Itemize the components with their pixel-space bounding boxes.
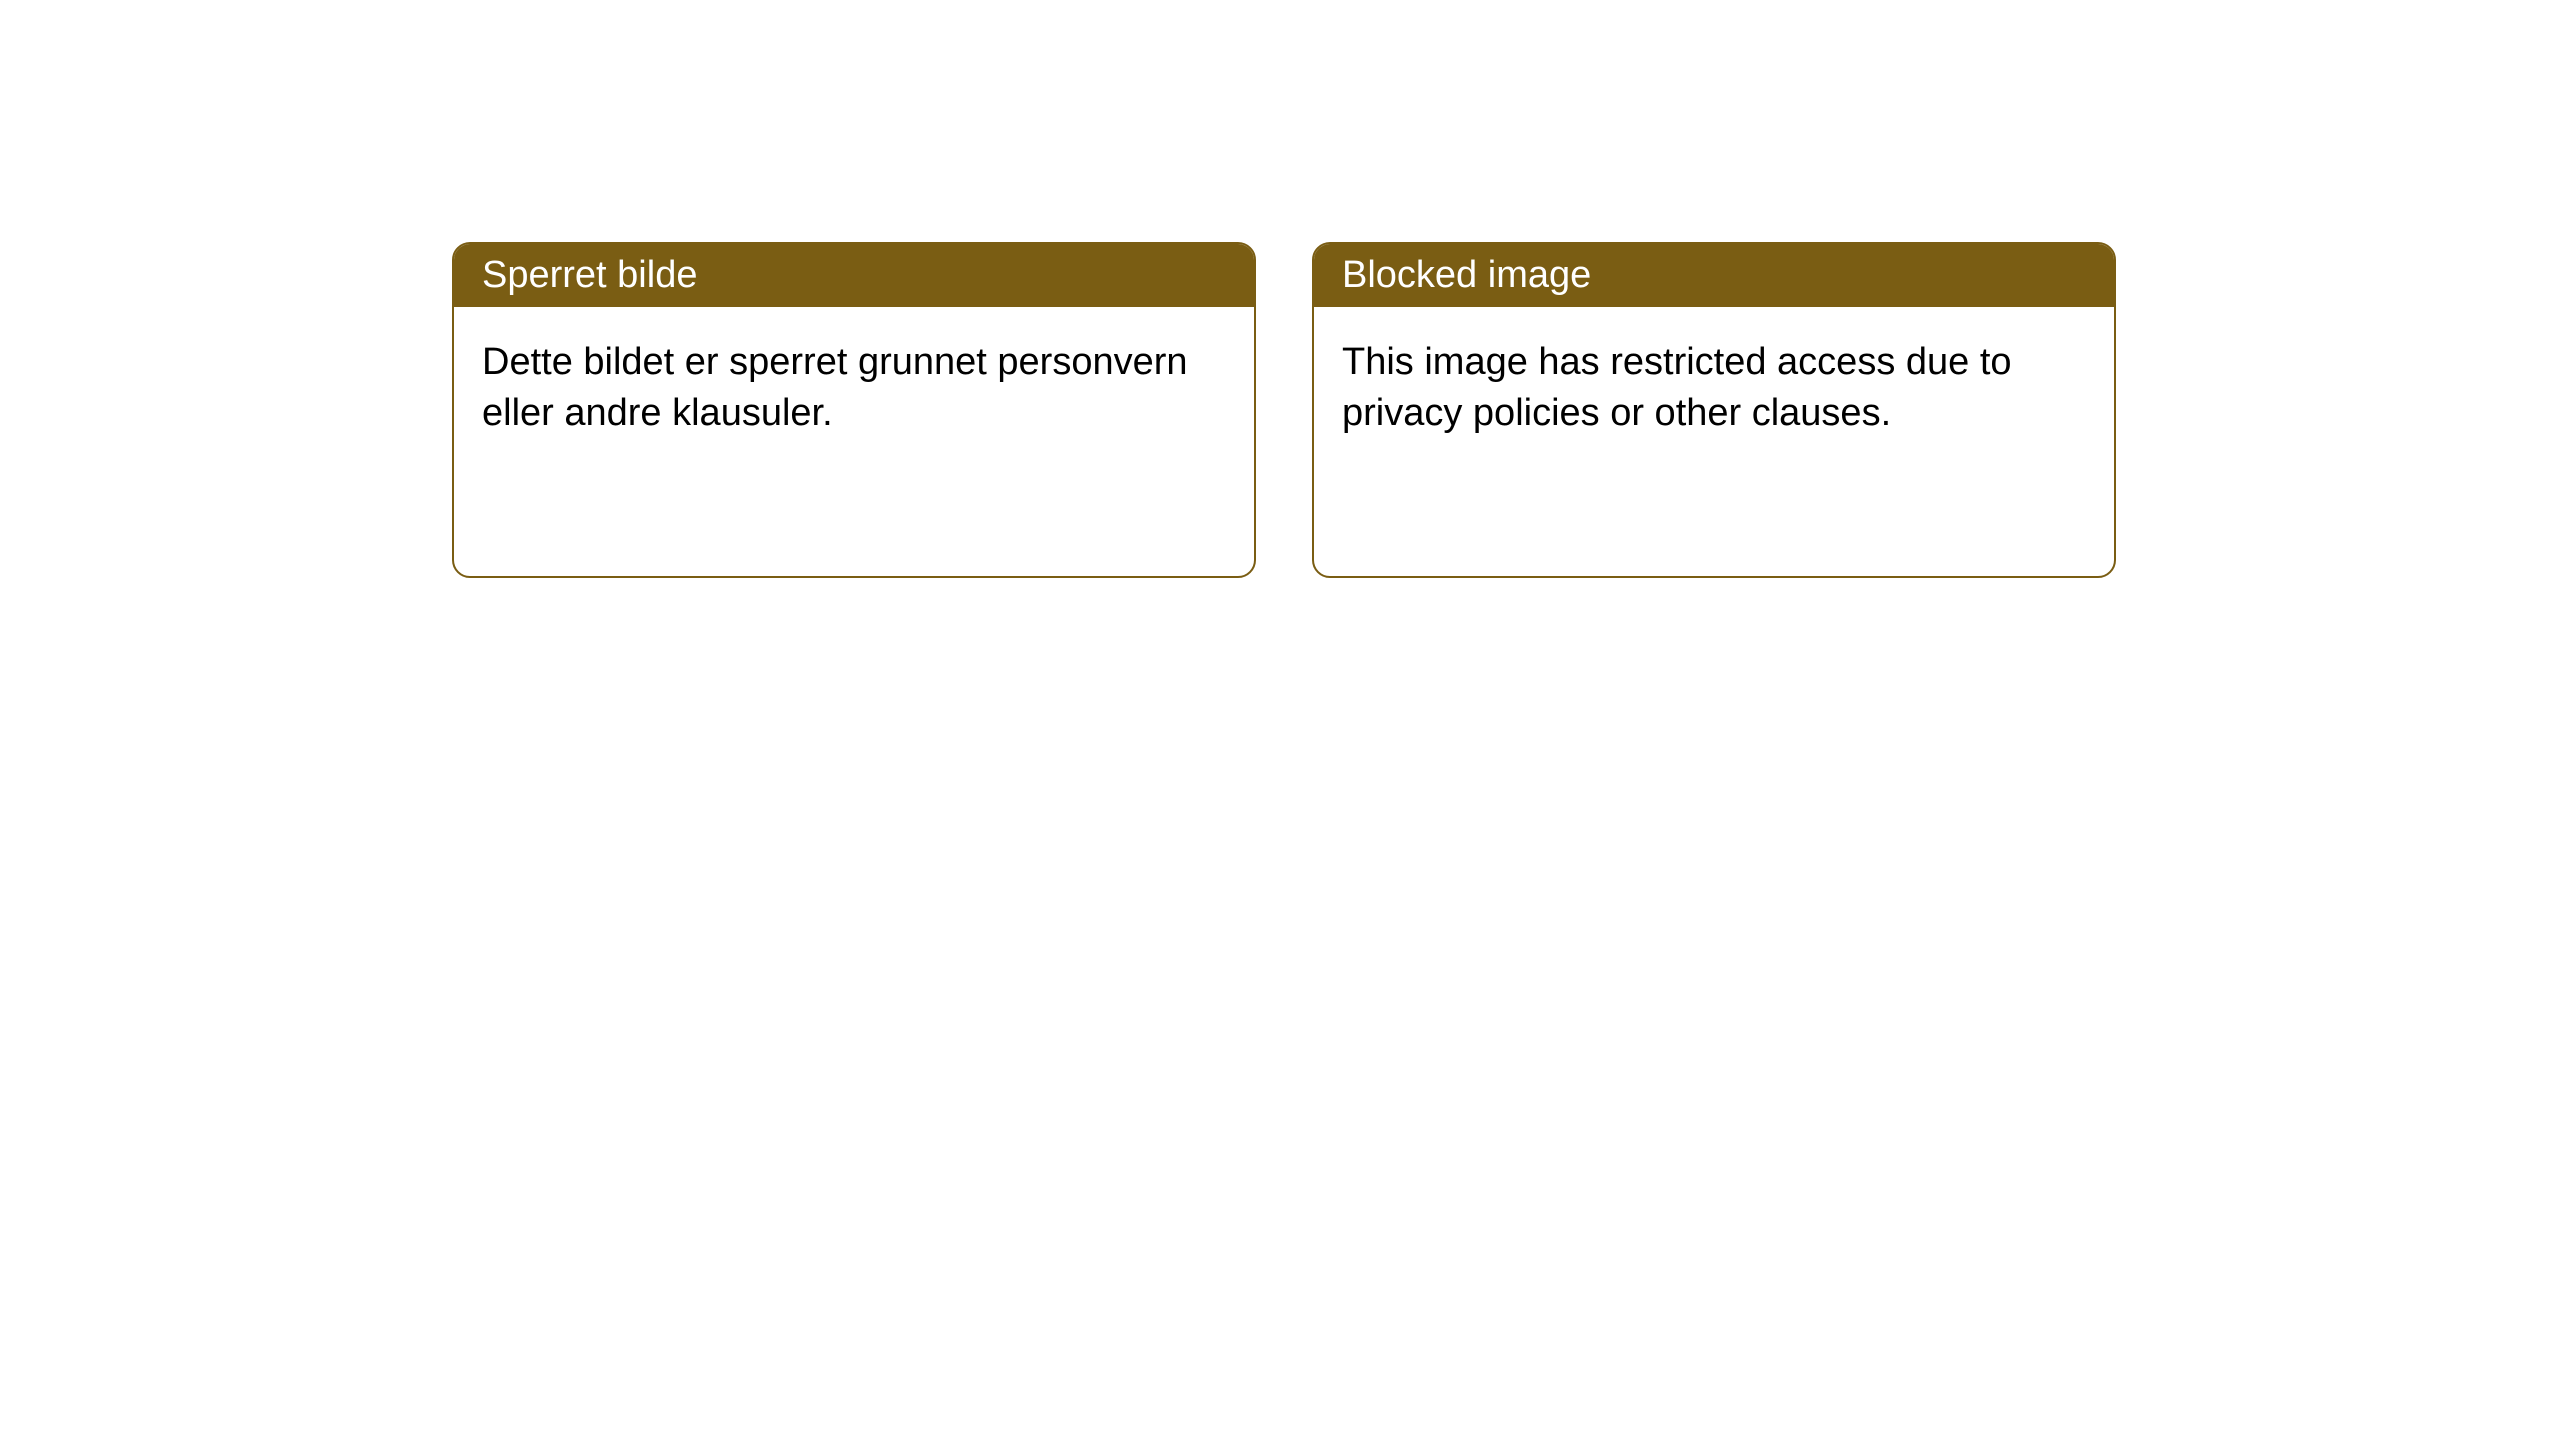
notice-card-header: Blocked image: [1314, 244, 2114, 307]
notice-card-body: This image has restricted access due to …: [1314, 307, 2114, 470]
notice-card-norwegian: Sperret bilde Dette bildet er sperret gr…: [452, 242, 1256, 578]
notice-cards-container: Sperret bilde Dette bildet er sperret gr…: [452, 242, 2116, 578]
notice-card-body-text: This image has restricted access due to …: [1342, 341, 2012, 434]
notice-card-body-text: Dette bildet er sperret grunnet personve…: [482, 341, 1188, 434]
notice-card-english: Blocked image This image has restricted …: [1312, 242, 2116, 578]
notice-card-title: Blocked image: [1342, 254, 1591, 296]
notice-card-body: Dette bildet er sperret grunnet personve…: [454, 307, 1254, 470]
notice-card-title: Sperret bilde: [482, 254, 697, 296]
notice-card-header: Sperret bilde: [454, 244, 1254, 307]
